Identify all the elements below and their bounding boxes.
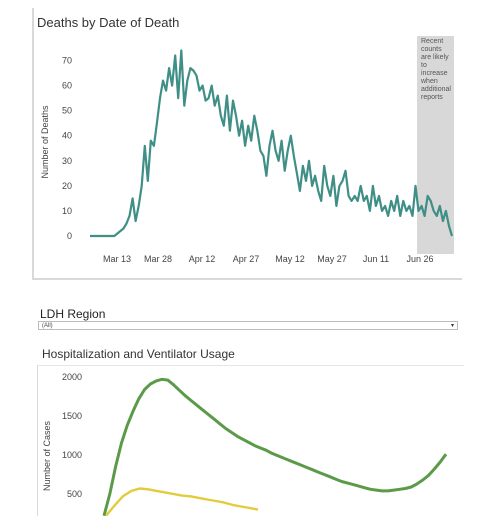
deaths-chart-panel: Deaths by Date of Death Recent counts are … — [32, 8, 462, 280]
x-tick-label: May 12 — [275, 254, 305, 264]
hospitalization-chart-panel: 500 1000 1500 2000 Number of Cases — [37, 365, 464, 516]
y-tick-label: 1000 — [62, 450, 82, 460]
y-tick-label: 10 — [62, 206, 72, 216]
x-tick-label: Apr 27 — [233, 254, 260, 264]
y-tick-label: 40 — [62, 131, 72, 141]
region-select-value: (All) — [42, 323, 53, 329]
recent-data-note-line: are likely — [421, 54, 449, 61]
y-axis-label: Number of Deaths — [40, 105, 50, 179]
hospitalization-chart-title: Hospitalization and Ventilator Usage — [42, 347, 235, 361]
recent-data-note-line: Recent — [421, 38, 443, 45]
deaths-chart-title: Deaths by Date of Death — [37, 15, 180, 30]
y-tick-label: 1500 — [62, 411, 82, 421]
recent-data-note-line: additional — [421, 86, 451, 93]
y-tick-label: 0 — [67, 231, 72, 241]
hospitalization-series-line — [102, 377, 448, 516]
y-tick-label: 2000 — [62, 372, 82, 382]
region-filter-label: LDH Region — [40, 307, 106, 321]
recent-data-note-line: increase — [421, 70, 448, 77]
chevron-down-icon: ▾ — [450, 323, 454, 329]
y-tick-label: 30 — [62, 156, 72, 166]
y-tick-label: 20 — [62, 181, 72, 191]
x-tick-label: Mar 28 — [144, 254, 172, 264]
y-tick-label: 500 — [67, 489, 82, 499]
y-tick-label: 70 — [62, 56, 72, 66]
recent-data-note-line: reports — [421, 94, 443, 101]
region-select[interactable]: (All) ▾ — [38, 321, 458, 330]
ventilator-series-line — [105, 487, 259, 516]
recent-data-note: Recent counts are likely to increase when addi… — [420, 38, 451, 101]
deaths-chart: Recent counts are likely to increase when addi… — [40, 36, 454, 264]
hospitalization-chart: 500 1000 1500 2000 Number of Cases — [42, 372, 448, 516]
y-tick-label: 60 — [62, 81, 72, 91]
x-tick-label: May 27 — [317, 254, 347, 264]
recent-data-note-line: counts — [421, 46, 442, 53]
x-tick-label: Jun 11 — [363, 254, 389, 264]
y-axis-label: Number of Cases — [42, 420, 52, 491]
x-tick-label: Mar 13 — [103, 254, 131, 264]
recent-data-note-line: to — [421, 62, 427, 69]
x-tick-label: Apr 12 — [189, 254, 216, 264]
y-tick-label: 50 — [62, 106, 72, 116]
deaths-series-line — [90, 49, 454, 238]
x-tick-label: Jun 26 — [406, 254, 433, 264]
recent-data-note-line: when — [420, 78, 438, 85]
